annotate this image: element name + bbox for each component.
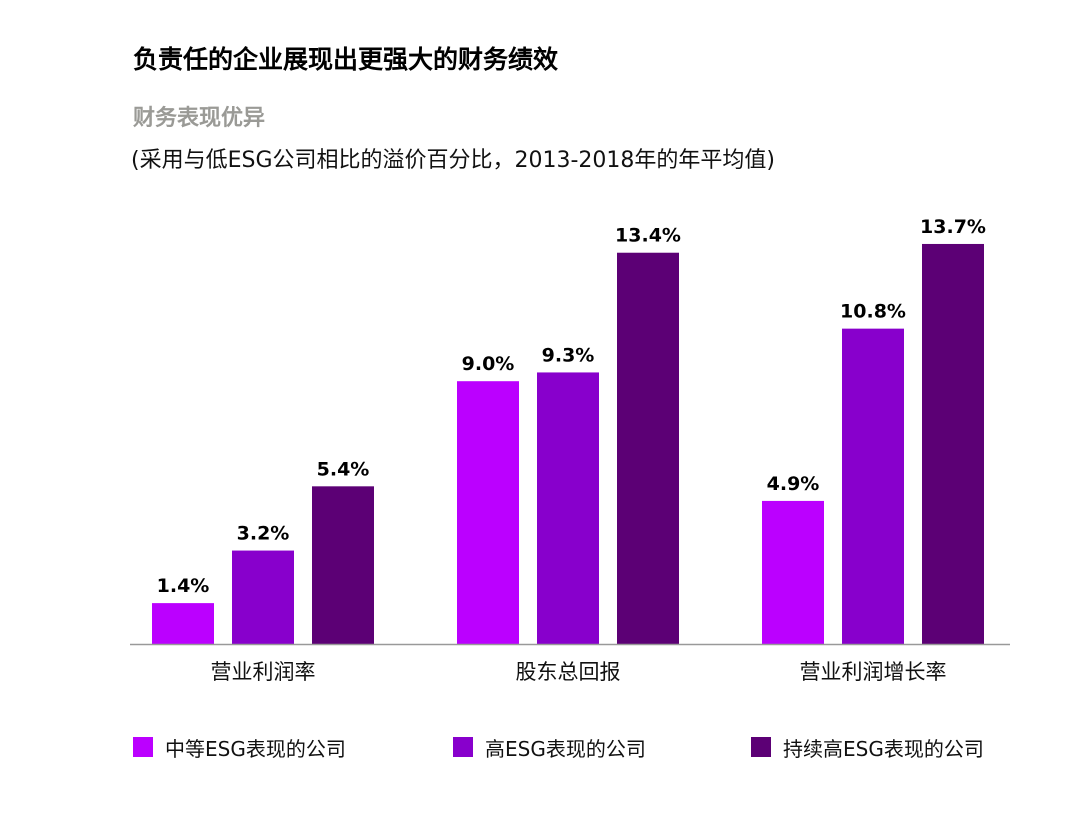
data-label-2-2: 13.7% (920, 216, 986, 238)
category-label-0: 营业利润率 (211, 660, 316, 684)
chart-note: (采用与低ESG公司相比的溢价百分比，2013-2018年的年平均值) (131, 148, 775, 173)
legend-item-1: 高ESG表现的公司 (453, 732, 646, 762)
bar-2-1 (842, 328, 904, 644)
legend-swatch-1 (453, 737, 473, 757)
bar-0-2 (312, 486, 374, 644)
bar-1-2 (617, 252, 679, 644)
data-label-1-2: 13.4% (615, 225, 681, 247)
legend-label-1: 高ESG表现的公司 (485, 736, 646, 761)
bar-2-2 (922, 243, 984, 644)
data-label-2-1: 10.8% (840, 301, 906, 323)
bar-chart: 1.4% 3.2% 5.4% 营业利润率 9.0% 9.3% 13.4% 股东总回报 4.9% 1… (130, 216, 1010, 684)
data-label-2-0: 4.9% (767, 473, 820, 495)
data-label-1-1: 9.3% (542, 344, 595, 366)
category-label-1: 股东总回报 (516, 660, 621, 684)
data-label-0-2: 5.4% (317, 458, 370, 480)
legend: 中等ESG表现的公司 高ESG表现的公司 持续高ESG表现的公司 (133, 732, 1063, 762)
bar-1-0 (457, 381, 519, 644)
legend-label-0: 中等ESG表现的公司 (165, 736, 346, 761)
legend-label-2: 持续高ESG表现的公司 (783, 736, 984, 761)
legend-swatch-2 (751, 737, 771, 757)
legend-item-2: 持续高ESG表现的公司 (751, 732, 984, 762)
legend-swatch-0 (133, 737, 153, 757)
data-label-0-0: 1.4% (157, 575, 210, 597)
chart-subtitle: 财务表现优异 (133, 106, 266, 131)
chart-title: 负责任的企业展现出更强大的财务绩效 (133, 45, 559, 74)
bar-0-0 (152, 603, 214, 644)
legend-item-0: 中等ESG表现的公司 (133, 732, 346, 762)
category-label-2: 营业利润增长率 (800, 660, 947, 684)
data-label-1-0: 9.0% (462, 353, 515, 375)
bar-1-1 (537, 372, 599, 644)
data-label-0-1: 3.2% (237, 523, 290, 545)
bar-2-0 (762, 500, 824, 644)
bar-0-1 (232, 550, 294, 644)
